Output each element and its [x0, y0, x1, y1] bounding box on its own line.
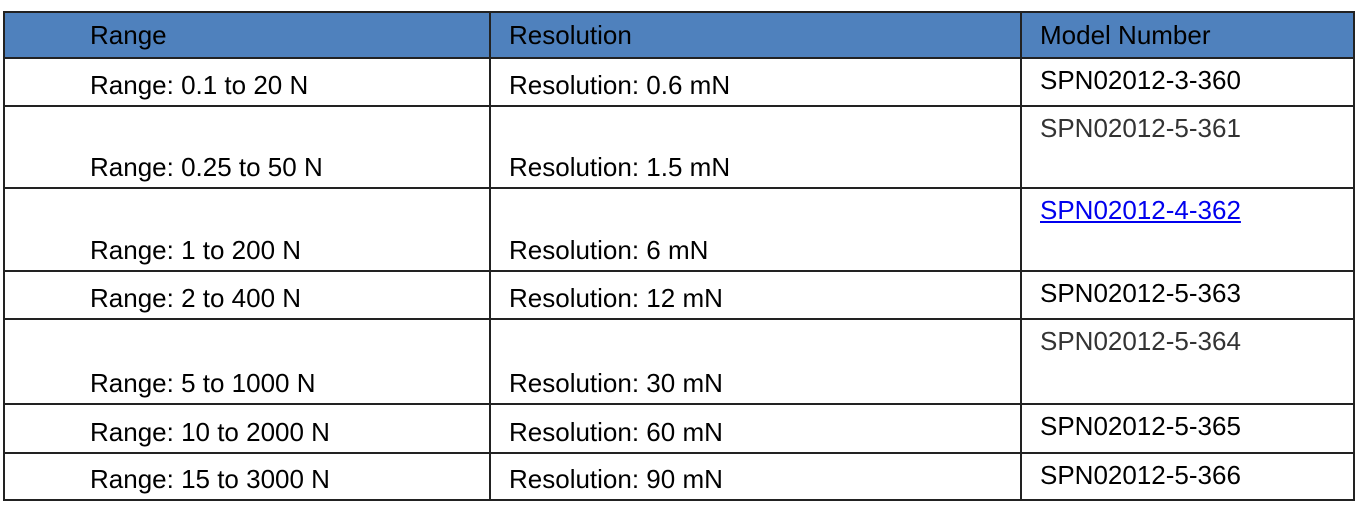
table-row: Range: 1 to 200 N Resolution: 6 mN SPN02…: [3, 187, 1355, 272]
model-cell: SPN02012-4-362: [1020, 187, 1355, 272]
table-row: Range: 0.25 to 50 N Resolution: 1.5 mN S…: [3, 105, 1355, 189]
range-cell: Range: 1 to 200 N: [3, 187, 491, 272]
table-row: Range: 2 to 400 N Resolution: 12 mN SPN0…: [3, 270, 1355, 320]
table-row: Range: 10 to 2000 N Resolution: 60 mN SP…: [3, 403, 1355, 454]
specs-table: Range Resolution Model Number Range: 0.1…: [3, 11, 1355, 501]
resolution-cell: Resolution: 90 mN: [489, 452, 1022, 501]
table-row: Range: 15 to 3000 N Resolution: 90 mN SP…: [3, 452, 1355, 501]
range-cell: Range: 2 to 400 N: [3, 270, 491, 320]
header-model: Model Number: [1020, 11, 1355, 59]
resolution-cell: Resolution: 60 mN: [489, 403, 1022, 454]
table-row: Range: 0.1 to 20 N Resolution: 0.6 mN SP…: [3, 57, 1355, 107]
header-row: Range Resolution Model Number: [3, 11, 1355, 59]
resolution-cell: Resolution: 30 mN: [489, 318, 1022, 405]
range-cell: Range: 0.1 to 20 N: [3, 57, 491, 107]
model-link[interactable]: SPN02012-4-362: [1040, 195, 1241, 225]
header-range: Range: [3, 11, 491, 59]
table-row: Range: 5 to 1000 N Resolution: 30 mN SPN…: [3, 318, 1355, 405]
model-cell: SPN02012-5-365: [1020, 403, 1355, 454]
model-cell: SPN02012-5-366: [1020, 452, 1355, 501]
resolution-cell: Resolution: 12 mN: [489, 270, 1022, 320]
model-cell: SPN02012-5-361: [1020, 105, 1355, 189]
model-cell: SPN02012-5-363: [1020, 270, 1355, 320]
model-cell: SPN02012-5-364: [1020, 318, 1355, 405]
range-cell: Range: 0.25 to 50 N: [3, 105, 491, 189]
resolution-cell: Resolution: 1.5 mN: [489, 105, 1022, 189]
range-cell: Range: 5 to 1000 N: [3, 318, 491, 405]
model-cell: SPN02012-3-360: [1020, 57, 1355, 107]
range-cell: Range: 15 to 3000 N: [3, 452, 491, 501]
range-cell: Range: 10 to 2000 N: [3, 403, 491, 454]
resolution-cell: Resolution: 0.6 mN: [489, 57, 1022, 107]
header-resolution: Resolution: [489, 11, 1022, 59]
resolution-cell: Resolution: 6 mN: [489, 187, 1022, 272]
